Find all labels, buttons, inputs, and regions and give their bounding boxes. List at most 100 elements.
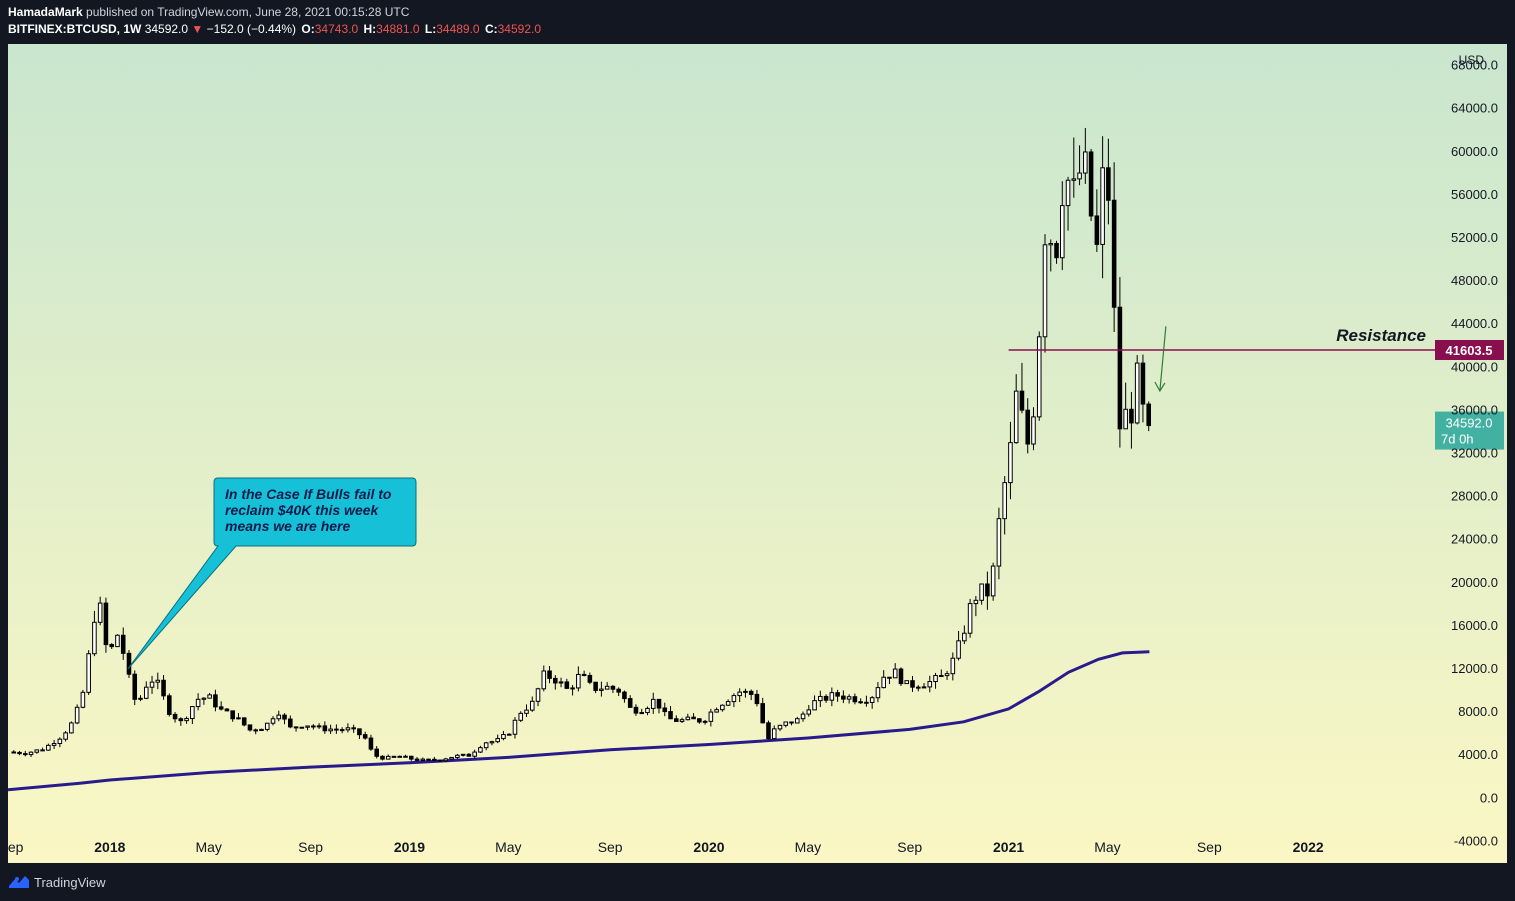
candle (604, 682, 610, 690)
candle-body (939, 675, 944, 678)
candle (334, 724, 339, 734)
candle-body (547, 670, 552, 679)
candle (426, 758, 431, 761)
candle-body (656, 698, 662, 709)
symbol-label[interactable]: BITFINEX:BTCUSD, 1W (8, 22, 142, 36)
candle (40, 747, 45, 752)
candle (1123, 382, 1128, 430)
candle (829, 687, 835, 707)
candle-body (892, 668, 898, 679)
candle-body (443, 758, 449, 762)
candle (293, 726, 299, 732)
candle-body (754, 693, 760, 705)
candle (506, 733, 512, 736)
candle-body (921, 686, 927, 689)
price-chart[interactable]: Resistance 41603.5 34592.07d 0h In the Cas… (0, 44, 1507, 863)
candle (126, 650, 132, 679)
candle-body (28, 751, 34, 756)
currency-label: USD (1459, 53, 1485, 67)
candle-body (380, 755, 385, 760)
candle (74, 704, 80, 725)
candle-body (691, 716, 696, 720)
candle-body (288, 718, 293, 728)
candle-body (1100, 167, 1105, 245)
candle (622, 690, 627, 703)
candle-body (1129, 408, 1134, 424)
author-name[interactable]: HamadaMark (8, 5, 83, 19)
candle (599, 681, 604, 697)
candle (535, 687, 541, 707)
candle-body (218, 706, 224, 710)
candle-body (1008, 442, 1013, 484)
candle (737, 688, 742, 702)
candle-body (766, 722, 771, 740)
candle-body (408, 755, 414, 760)
candle (1065, 176, 1071, 231)
candle (852, 693, 858, 705)
candle (414, 757, 420, 762)
x-tick-label: May (1094, 839, 1120, 855)
y-tick-label: -4000.0 (1454, 833, 1498, 848)
candle-body (213, 694, 218, 708)
candle-body (92, 621, 97, 655)
candle-body (460, 753, 466, 756)
x-tick-label: 2021 (993, 839, 1024, 855)
candle (374, 746, 379, 759)
candle-body (645, 707, 650, 714)
candle-body (397, 755, 403, 758)
tradingview-brand[interactable]: TradingView (34, 875, 106, 890)
candle-body (979, 583, 984, 601)
candle (777, 724, 783, 732)
candle (495, 734, 500, 744)
candle (385, 754, 391, 760)
arrow-head (1154, 381, 1166, 393)
candle (587, 672, 593, 685)
candle-body (512, 719, 518, 735)
candle-body (1065, 179, 1071, 207)
candle (996, 507, 1002, 580)
candle (247, 724, 253, 732)
candle-body (731, 695, 737, 703)
candle (529, 696, 535, 712)
candle-body (812, 700, 817, 711)
annotation-callout[interactable] (127, 477, 417, 670)
candle (835, 689, 840, 702)
candle-body (1002, 482, 1007, 520)
candle (950, 652, 956, 681)
candle (662, 702, 668, 717)
y-tick-label: 64000.0 (1451, 101, 1498, 116)
candle-body (748, 690, 754, 695)
candle-body (17, 751, 22, 755)
candle (149, 675, 155, 694)
candle (408, 755, 414, 761)
tradingview-logo-icon[interactable] (8, 874, 30, 890)
candle (806, 704, 812, 717)
candle-body (167, 695, 172, 715)
candle-body (195, 698, 201, 708)
candle-body (1042, 244, 1048, 338)
candle-body (737, 691, 742, 697)
candle-body (311, 725, 316, 728)
chart-area[interactable]: Resistance 41603.5 34592.0 7d 0h In the Cas… (0, 44, 1507, 863)
candle-body (368, 737, 374, 750)
candle (748, 689, 754, 701)
candle-body (570, 687, 575, 690)
candle (674, 715, 679, 722)
candle-body (685, 716, 691, 721)
candle (639, 708, 645, 715)
candle (195, 693, 201, 711)
candle-body (178, 718, 184, 722)
y-tick-label: 20000.0 (1451, 575, 1498, 590)
candle-body (985, 583, 990, 597)
candle-body (616, 688, 621, 693)
candle-body (1077, 172, 1082, 180)
candle-body (414, 758, 420, 761)
candle-body (1083, 151, 1088, 174)
candle-body (760, 703, 765, 724)
candle (558, 677, 564, 688)
candle (944, 670, 950, 680)
candle (224, 708, 230, 712)
candle-body (1146, 403, 1151, 427)
candle-body (103, 602, 109, 646)
candle (794, 716, 800, 724)
